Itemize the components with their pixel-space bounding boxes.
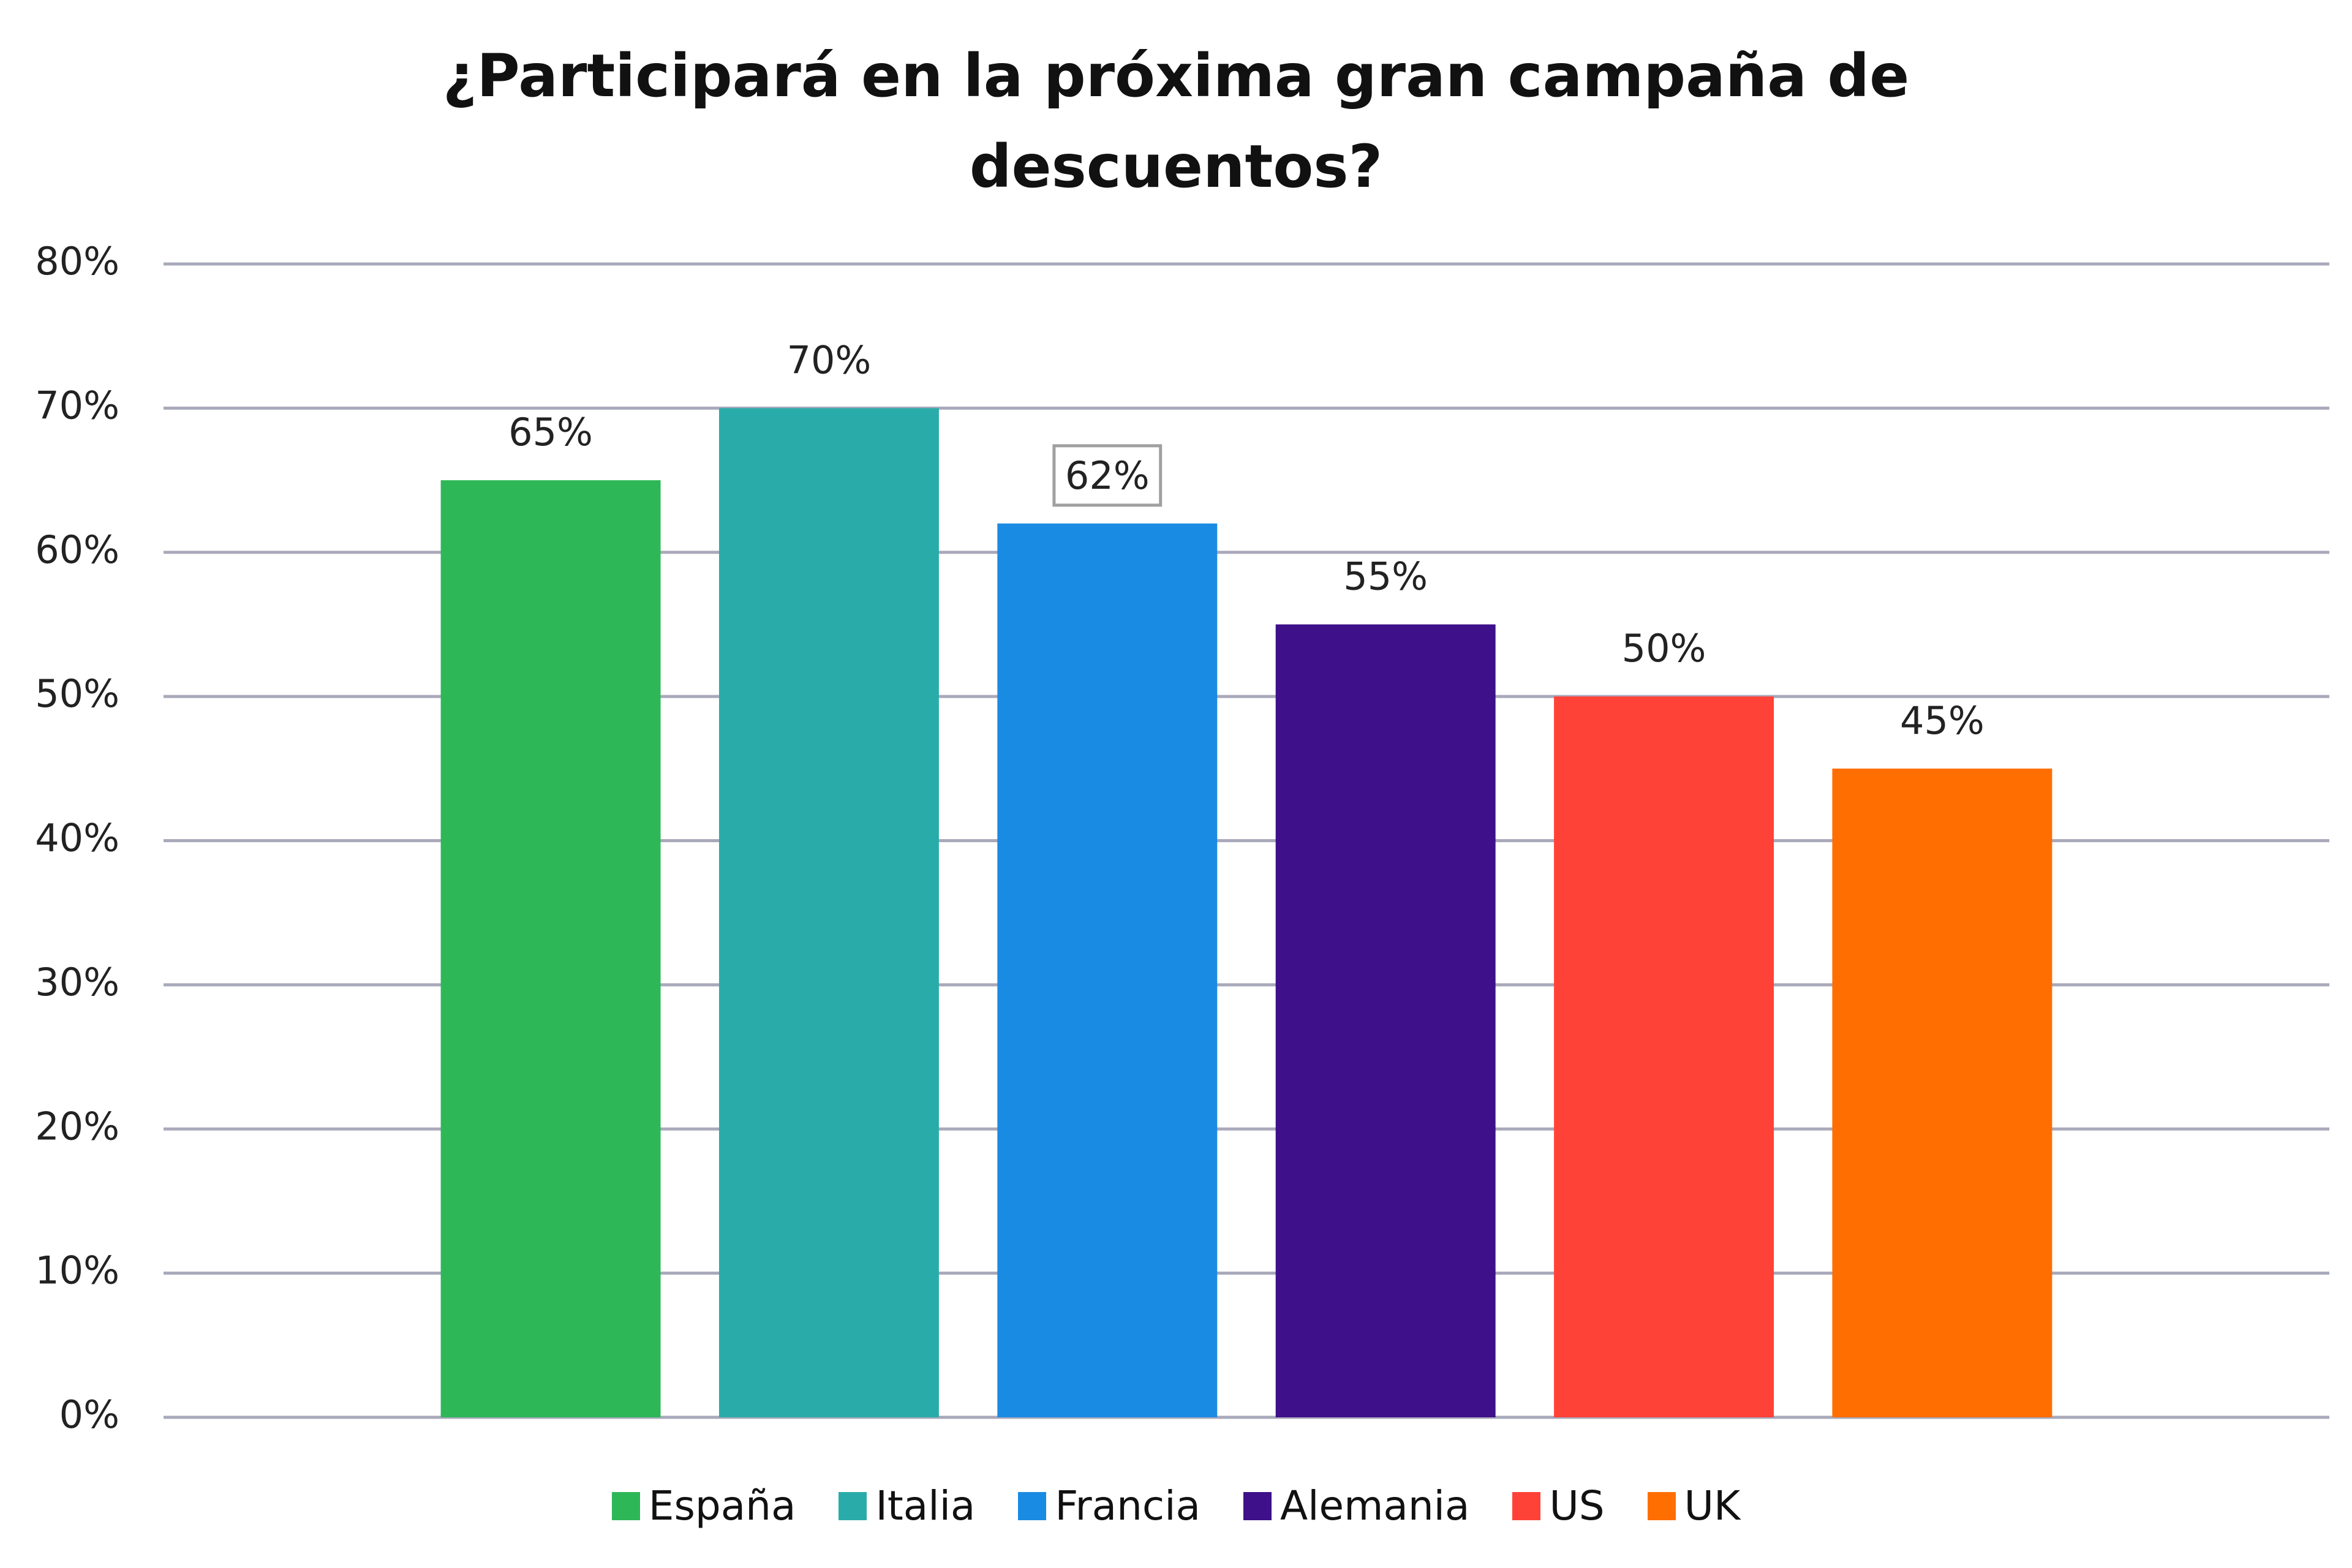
- data-label: 55%: [1343, 554, 1428, 599]
- data-label: 65%: [508, 410, 593, 454]
- legend-swatch: [611, 1491, 640, 1520]
- legend-label: Italia: [875, 1482, 976, 1529]
- y-tick-label: 10%: [35, 1248, 119, 1293]
- legend-item: Italia: [839, 1482, 975, 1529]
- data-label: 62%: [1065, 453, 1150, 498]
- bar: [1554, 696, 1774, 1417]
- bar: [718, 408, 939, 1417]
- legend-item: Francia: [1018, 1482, 1200, 1529]
- legend-label: Alemania: [1280, 1482, 1470, 1529]
- y-tick-label: 50%: [35, 671, 119, 716]
- y-tick-label: 30%: [35, 960, 119, 1005]
- data-label: 70%: [787, 337, 872, 382]
- y-tick-label: 70%: [35, 383, 119, 428]
- bar: [997, 523, 1218, 1417]
- legend-swatch: [1512, 1491, 1541, 1520]
- legend-label: US: [1549, 1482, 1605, 1529]
- legend-label: UK: [1684, 1482, 1741, 1529]
- legend-swatch: [839, 1491, 867, 1520]
- legend-label: Francia: [1055, 1482, 1200, 1529]
- legend-item: Alemania: [1243, 1482, 1469, 1529]
- legend-label: España: [648, 1482, 796, 1529]
- legend-swatch: [1018, 1491, 1047, 1520]
- bar: [1275, 624, 1496, 1417]
- y-tick-label: 60%: [35, 527, 119, 572]
- data-label: 45%: [1900, 698, 1985, 743]
- legend-swatch: [1647, 1491, 1676, 1520]
- chart-title: ¿Participará en la próxima gran campaña …: [442, 42, 1910, 201]
- label-box: [1052, 444, 1163, 507]
- legend-swatch: [1243, 1491, 1272, 1520]
- data-label: 50%: [1622, 626, 1706, 671]
- y-tick-label: 40%: [35, 816, 119, 861]
- legend-item: US: [1512, 1482, 1605, 1529]
- legend-item: UK: [1647, 1482, 1741, 1529]
- legend: España Italia Francia Alemania US UK: [0, 1482, 2352, 1529]
- legend-item: España: [611, 1482, 796, 1529]
- bar: [440, 480, 661, 1417]
- bar: [1832, 768, 2052, 1417]
- y-tick-label: 0%: [59, 1392, 119, 1437]
- y-tick-label: 20%: [35, 1104, 119, 1148]
- y-tick-label: 80%: [35, 239, 119, 284]
